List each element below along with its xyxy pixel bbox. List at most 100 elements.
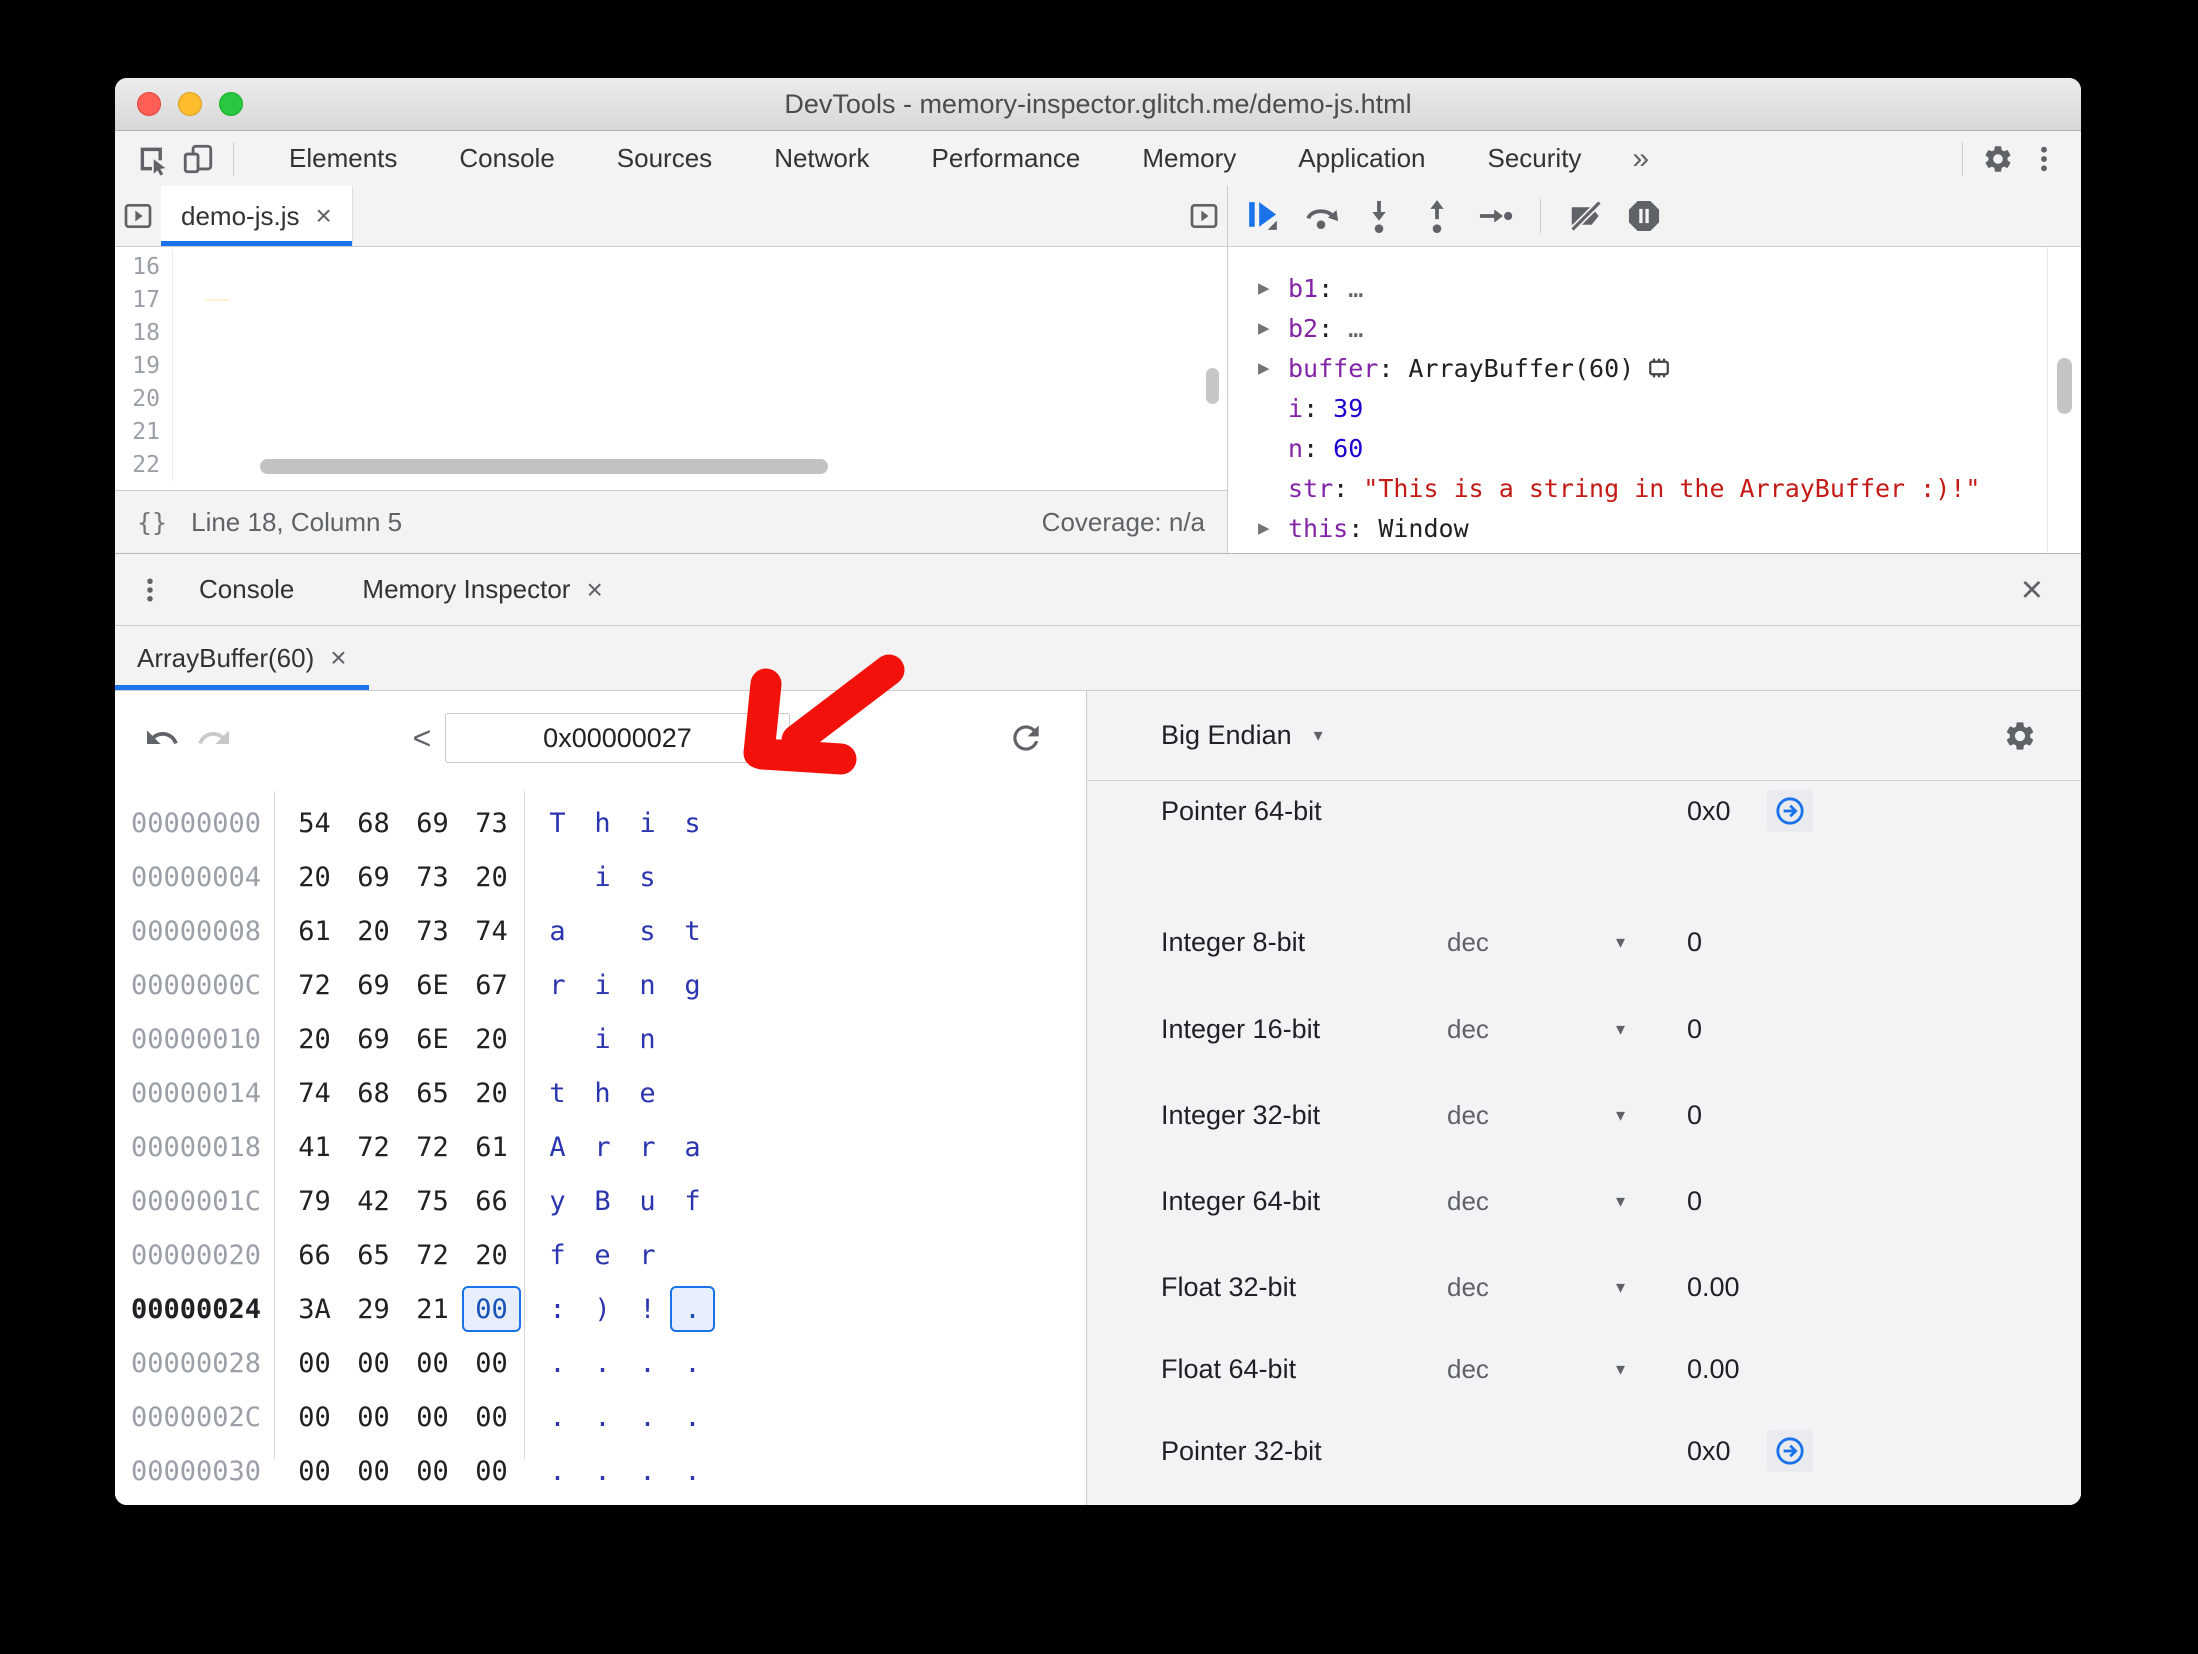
panel-tab[interactable]: Console bbox=[428, 131, 585, 186]
scope-scrollbar[interactable] bbox=[2047, 247, 2081, 553]
hex-byte[interactable]: 75 bbox=[416, 1185, 449, 1217]
format-select[interactable]: dec ▾ bbox=[1447, 1171, 1625, 1231]
close-drawer-button[interactable]: × bbox=[2020, 568, 2043, 611]
hex-byte[interactable]: 00 bbox=[475, 1347, 508, 1379]
ascii-char[interactable]: B bbox=[594, 1185, 611, 1217]
horizontal-scrollbar[interactable] bbox=[260, 459, 828, 474]
ascii-char[interactable]: h bbox=[594, 807, 611, 839]
format-select[interactable]: dec ▾ bbox=[1447, 999, 1625, 1059]
hex-byte[interactable]: 65 bbox=[357, 1239, 390, 1271]
ascii-char[interactable]: ) bbox=[594, 1293, 611, 1325]
ascii-char[interactable]: e bbox=[594, 1239, 611, 1271]
ascii-char[interactable]: r bbox=[639, 1131, 656, 1163]
close-arraybuffer-tab-button[interactable]: × bbox=[330, 642, 347, 673]
hex-byte[interactable]: 20 bbox=[475, 1077, 508, 1109]
hex-byte[interactable]: 41 bbox=[298, 1131, 331, 1163]
code-editor[interactable]: 16 17 18 bbox=[115, 247, 1227, 490]
ascii-char[interactable]: t bbox=[549, 1077, 566, 1109]
ascii-char[interactable]: a bbox=[684, 1131, 701, 1163]
hex-byte[interactable]: 72 bbox=[416, 1131, 449, 1163]
panel-tab[interactable]: Sources bbox=[586, 131, 743, 186]
hex-byte[interactable]: 20 bbox=[357, 915, 390, 947]
step-out-button[interactable] bbox=[1412, 192, 1462, 240]
expand-triangle-icon[interactable]: ▶ bbox=[1258, 317, 1270, 339]
minimize-window-button[interactable] bbox=[178, 92, 202, 116]
ascii-char[interactable]: i bbox=[594, 969, 611, 1001]
pause-on-exceptions-button[interactable] bbox=[1619, 192, 1669, 240]
ascii-char[interactable]: r bbox=[639, 1239, 656, 1271]
ascii-char[interactable]: . bbox=[594, 1347, 611, 1379]
zoom-window-button[interactable] bbox=[219, 92, 243, 116]
jump-to-address-button[interactable] bbox=[1767, 790, 1813, 832]
scrollbar-thumb[interactable] bbox=[2057, 358, 2072, 414]
hex-byte[interactable]: 20 bbox=[475, 1023, 508, 1055]
hex-byte[interactable]: 00 bbox=[462, 1286, 521, 1332]
memory-inspector-chip-icon[interactable] bbox=[1644, 353, 1674, 383]
vertical-scrollbar[interactable] bbox=[1206, 368, 1219, 404]
hex-byte[interactable]: 54 bbox=[298, 807, 331, 839]
ascii-char[interactable]: . bbox=[594, 1401, 611, 1433]
ascii-char[interactable]: s bbox=[639, 861, 656, 893]
hex-byte[interactable]: 72 bbox=[357, 1131, 390, 1163]
line-number[interactable]: 18 bbox=[115, 316, 173, 349]
ascii-char[interactable]: e bbox=[639, 1077, 656, 1109]
ascii-char[interactable]: . bbox=[684, 1401, 701, 1433]
ascii-char[interactable]: . bbox=[639, 1455, 656, 1487]
step-into-button[interactable] bbox=[1354, 192, 1404, 240]
value-settings-button[interactable] bbox=[2003, 719, 2037, 753]
ascii-char[interactable]: : bbox=[549, 1293, 566, 1325]
line-number[interactable]: 22 bbox=[115, 448, 173, 481]
hex-byte[interactable]: 72 bbox=[298, 969, 331, 1001]
line-number[interactable]: 19 bbox=[115, 349, 173, 382]
address-input[interactable] bbox=[445, 713, 790, 763]
ascii-char[interactable]: a bbox=[549, 915, 566, 947]
hex-byte[interactable]: 74 bbox=[475, 915, 508, 947]
line-number[interactable]: 16 bbox=[115, 250, 173, 283]
history-back-button[interactable] bbox=[139, 715, 185, 761]
format-select[interactable]: dec ▾ bbox=[1447, 1257, 1625, 1317]
hex-byte[interactable]: 68 bbox=[357, 1077, 390, 1109]
hex-byte[interactable]: 79 bbox=[298, 1185, 331, 1217]
hex-byte[interactable]: 29 bbox=[357, 1293, 390, 1325]
hex-byte[interactable]: 65 bbox=[416, 1077, 449, 1109]
deactivate-breakpoints-button[interactable] bbox=[1561, 192, 1611, 240]
hex-byte[interactable]: 69 bbox=[416, 807, 449, 839]
panel-tab[interactable]: Security bbox=[1457, 131, 1613, 186]
scope-entry[interactable]: ▶ str: "This is a string in the ArrayBuf… bbox=[1288, 473, 1981, 503]
resume-button[interactable] bbox=[1238, 192, 1288, 240]
panel-tab[interactable]: Network bbox=[743, 131, 900, 186]
hex-byte[interactable]: 6E bbox=[416, 1023, 449, 1055]
hex-byte[interactable]: 61 bbox=[298, 915, 331, 947]
ascii-char[interactable]: n bbox=[639, 1023, 656, 1055]
ascii-char[interactable]: ! bbox=[639, 1293, 656, 1325]
ascii-char[interactable]: s bbox=[639, 915, 656, 947]
step-over-button[interactable] bbox=[1296, 192, 1346, 240]
inspect-element-button[interactable] bbox=[129, 136, 175, 182]
hex-byte[interactable]: 69 bbox=[357, 861, 390, 893]
jump-to-address-button[interactable] bbox=[1767, 1430, 1813, 1472]
file-tab-demo-js[interactable]: demo-js.js × bbox=[161, 186, 353, 246]
ascii-char[interactable]: . bbox=[549, 1401, 566, 1433]
ascii-char[interactable]: . bbox=[594, 1455, 611, 1487]
scope-entry[interactable]: ▶ b1: … bbox=[1258, 273, 1364, 303]
format-select[interactable]: dec ▾ bbox=[1447, 1085, 1625, 1145]
scope-entry[interactable]: ▶ buffer: ArrayBuffer(60) bbox=[1228, 348, 2081, 388]
hex-byte[interactable]: 00 bbox=[357, 1401, 390, 1433]
ascii-char[interactable]: . bbox=[639, 1401, 656, 1433]
hex-byte[interactable]: 73 bbox=[475, 807, 508, 839]
ascii-char[interactable] bbox=[535, 854, 580, 900]
ascii-char[interactable] bbox=[670, 1070, 715, 1116]
ascii-char[interactable]: h bbox=[594, 1077, 611, 1109]
endianness-select[interactable]: Big Endian ▾ bbox=[1161, 720, 1323, 751]
format-select[interactable]: dec ▾ bbox=[1447, 1339, 1625, 1399]
hex-byte[interactable]: 20 bbox=[298, 1023, 331, 1055]
ascii-char[interactable]: r bbox=[594, 1131, 611, 1163]
scope-entry[interactable]: ▶ this: Window bbox=[1258, 513, 1469, 543]
hex-byte[interactable]: 21 bbox=[416, 1293, 449, 1325]
hex-byte[interactable]: 68 bbox=[357, 807, 390, 839]
previous-page-button[interactable]: < bbox=[399, 715, 445, 761]
ascii-char[interactable]: A bbox=[549, 1131, 566, 1163]
refresh-button[interactable] bbox=[1003, 715, 1049, 761]
scope-entry[interactable]: ▶ i: 39 bbox=[1288, 393, 1364, 423]
close-window-button[interactable] bbox=[137, 92, 161, 116]
